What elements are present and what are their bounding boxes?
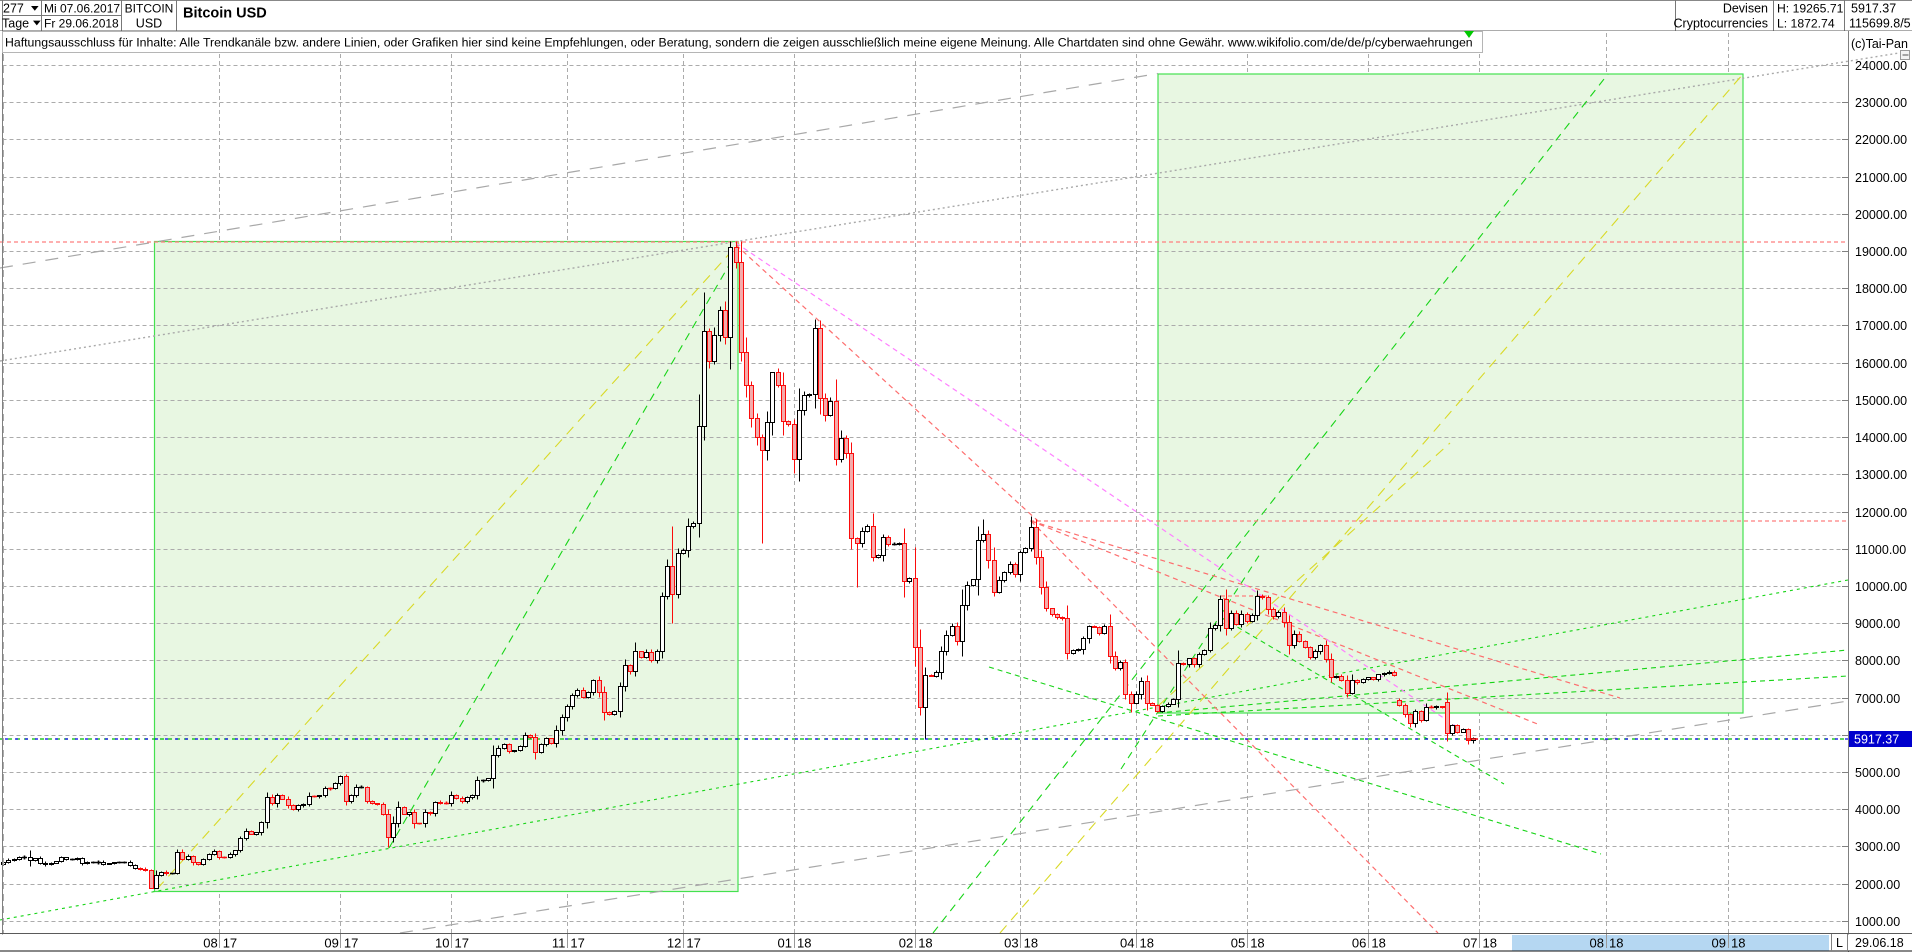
svg-text:16000.00: 16000.00 [1855,357,1907,371]
svg-text:17: 17 [570,936,584,951]
svg-text:29.06.18: 29.06.18 [1855,936,1904,950]
svg-text:09: 09 [324,936,338,951]
svg-text:07: 07 [1463,936,1477,951]
svg-text:8000.00: 8000.00 [1855,654,1900,668]
svg-text:Devisen: Devisen [1723,2,1768,16]
svg-text:24000.00: 24000.00 [1855,59,1907,73]
svg-text:10: 10 [435,936,449,951]
svg-text:277: 277 [3,2,24,16]
svg-text:12: 12 [667,936,681,951]
svg-text:18: 18 [1483,936,1497,951]
svg-text:01: 01 [778,936,792,951]
svg-text:08: 08 [203,936,217,951]
svg-text:17: 17 [223,936,237,951]
svg-text:15000.00: 15000.00 [1855,394,1907,408]
svg-text:04: 04 [1120,936,1134,951]
svg-text:(c)Tai-Pan: (c)Tai-Pan [1851,37,1908,51]
svg-text:09: 09 [1712,936,1726,951]
svg-text:18: 18 [1140,936,1154,951]
svg-text:20000.00: 20000.00 [1855,208,1907,222]
svg-text:Tage: Tage [2,17,29,31]
svg-text:3000.00: 3000.00 [1855,840,1900,854]
svg-text:19000.00: 19000.00 [1855,245,1907,259]
svg-text:H: 19265.71: H: 19265.71 [1777,2,1844,16]
svg-text:L: L [1836,936,1843,950]
svg-text:05: 05 [1231,936,1245,951]
svg-text:Haftungsausschluss für Inhalte: Haftungsausschluss für Inhalte: Alle Tre… [5,36,1473,50]
svg-text:02: 02 [899,936,913,951]
svg-text:18: 18 [1371,936,1385,951]
svg-text:18000.00: 18000.00 [1855,282,1907,296]
svg-text:2000.00: 2000.00 [1855,878,1900,892]
svg-text:Bitcoin USD: Bitcoin USD [183,6,267,22]
svg-text:5000.00: 5000.00 [1855,766,1900,780]
svg-text:18: 18 [1024,936,1038,951]
svg-text:17: 17 [344,936,358,951]
svg-text:21000.00: 21000.00 [1855,171,1907,185]
svg-text:22000.00: 22000.00 [1855,133,1907,147]
svg-text:17: 17 [686,936,700,951]
svg-text:10000.00: 10000.00 [1855,580,1907,594]
svg-text:L: 1872.74: L: 1872.74 [1777,17,1835,31]
svg-text:03: 03 [1004,936,1018,951]
svg-text:11000.00: 11000.00 [1855,543,1906,557]
svg-text:5917.37: 5917.37 [1851,2,1896,16]
svg-text:Fr 29.06.2018: Fr 29.06.2018 [44,17,119,31]
svg-text:115699.8/5: 115699.8/5 [1849,17,1911,31]
svg-text:06: 06 [1352,936,1366,951]
svg-text:12000.00: 12000.00 [1855,506,1907,520]
svg-text:BITCOIN: BITCOIN [125,2,174,16]
svg-text:18: 18 [918,936,932,951]
svg-text:11: 11 [552,936,566,951]
svg-text:Mi 07.06.2017: Mi 07.06.2017 [44,2,120,16]
svg-text:18: 18 [1250,936,1264,951]
svg-text:13000.00: 13000.00 [1855,468,1907,482]
svg-text:7000.00: 7000.00 [1855,692,1900,706]
svg-text:5917.37: 5917.37 [1854,733,1899,747]
svg-text:14000.00: 14000.00 [1855,431,1907,445]
svg-text:17000.00: 17000.00 [1855,319,1907,333]
svg-text:USD: USD [136,17,162,31]
svg-text:17: 17 [455,936,469,951]
svg-text:1000.00: 1000.00 [1855,915,1900,929]
svg-text:18: 18 [1731,936,1745,951]
svg-text:18: 18 [1609,936,1623,951]
svg-text:4000.00: 4000.00 [1855,803,1900,817]
svg-text:23000.00: 23000.00 [1855,96,1907,110]
svg-text:9000.00: 9000.00 [1855,617,1900,631]
svg-text:08: 08 [1590,936,1604,951]
svg-text:18: 18 [797,936,811,951]
svg-text:Cryptocurrencies: Cryptocurrencies [1674,17,1768,31]
